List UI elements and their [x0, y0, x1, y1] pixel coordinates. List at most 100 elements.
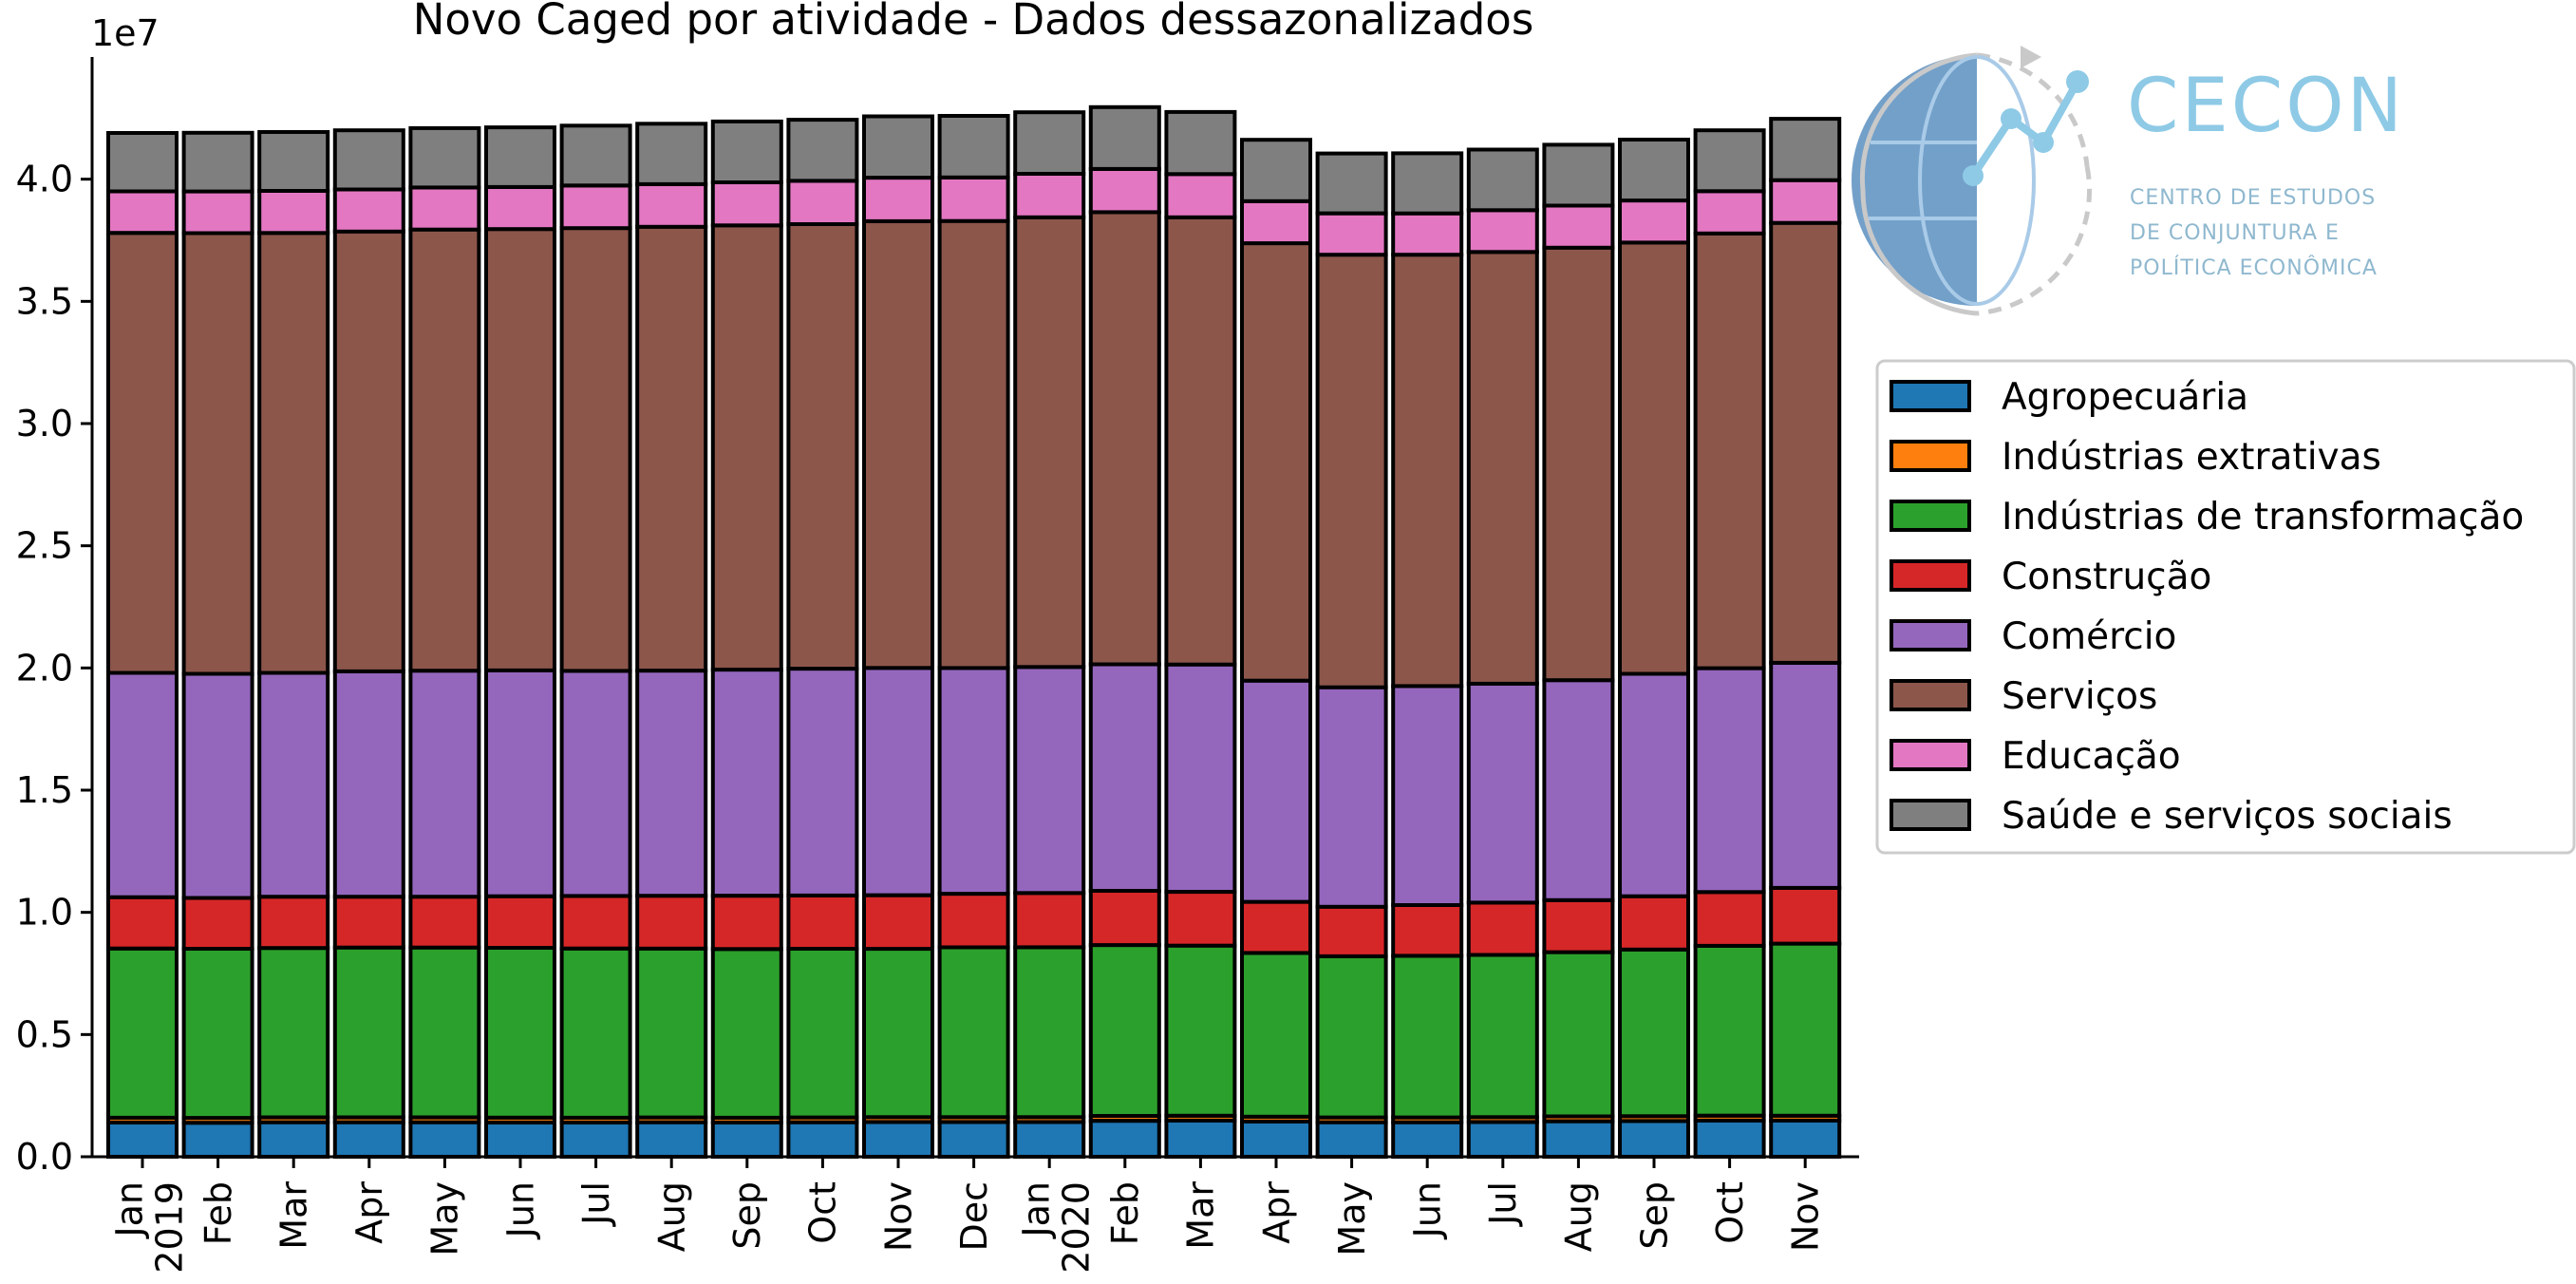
- bar-segment-2019-09-s7: [710, 119, 783, 184]
- legend-label: Educação: [2002, 735, 2181, 778]
- bar-segment-2019-08-s4: [635, 669, 708, 898]
- bar-segment-2019-04-s7: [332, 128, 405, 192]
- bar-segment-2019-11-s6: [862, 176, 934, 223]
- legend-swatch: [1890, 440, 1971, 472]
- bar-segment-2019-01-s5: [106, 231, 179, 675]
- bar-segment-2020-02-s4: [1088, 662, 1161, 893]
- bar-segment-2019-04-s0: [332, 1120, 405, 1159]
- bar-segment-2019-06-s0: [484, 1121, 556, 1159]
- bar-segment-2019-04-s3: [332, 895, 405, 950]
- logo-subtitle-line-2: DE CONJUNTURA E: [2130, 221, 2340, 245]
- bar-segment-2019-03-s5: [257, 231, 330, 675]
- y-tick-label: 2.0: [16, 647, 73, 689]
- bar-segment-2020-04-s0: [1240, 1119, 1312, 1160]
- bar-segment-2020-01-s5: [1013, 215, 1086, 670]
- bar-segment-2019-06-s5: [484, 227, 556, 672]
- x-tick-label-month: Jan: [108, 1181, 150, 1239]
- bar-segment-2019-07-s2: [559, 946, 632, 1120]
- globe-icon: [1852, 46, 2092, 316]
- bar-segment-2019-10-s2: [786, 947, 859, 1120]
- x-tick-label-month: Feb: [1104, 1181, 1146, 1245]
- bar-segment-2020-05-s3: [1315, 904, 1388, 958]
- bar-segment-2020-07-s2: [1466, 953, 1539, 1120]
- bar-segment-2020-11-s5: [1769, 220, 1842, 665]
- bar-segment-2019-01-s3: [106, 895, 179, 951]
- y-tick-label: 1.5: [16, 769, 73, 811]
- legend-label: Serviços: [2002, 675, 2157, 718]
- bar-segment-2020-06-s4: [1391, 684, 1464, 908]
- bar-segment-2019-06-s2: [484, 946, 556, 1120]
- bar-segment-2019-05-s4: [408, 669, 481, 899]
- bar-segment-2020-09-s2: [1618, 947, 1690, 1119]
- legend-label: Indústrias extrativas: [2002, 436, 2381, 479]
- bar-segment-2019-12-s3: [937, 892, 1010, 950]
- x-tick-label-month: Mar: [273, 1181, 315, 1250]
- bar-segment-2020-03-s4: [1164, 662, 1237, 895]
- bar-segment-2019-03-s0: [257, 1120, 330, 1159]
- chart-title: Novo Caged por atividade - Dados dessazo…: [413, 0, 1534, 45]
- bar-segment-2020-01-s2: [1013, 945, 1086, 1120]
- bar-segment-2020-08-s6: [1542, 203, 1615, 250]
- bar-segment-2020-03-s5: [1164, 215, 1237, 667]
- bar-segment-2019-01-s0: [106, 1121, 179, 1159]
- bar-segment-2020-05-s2: [1315, 954, 1388, 1120]
- x-tick-label-month: Jan: [1016, 1181, 1058, 1239]
- bar-segment-2019-03-s2: [257, 946, 330, 1120]
- bar-segment-2019-02-s7: [181, 130, 254, 194]
- bar-segment-2019-08-s3: [635, 894, 708, 951]
- bar-segment-2019-09-s2: [710, 947, 783, 1120]
- bar-segment-2019-02-s5: [181, 231, 254, 676]
- bar-segment-2019-10-s6: [786, 179, 859, 226]
- bar-segment-2019-12-s4: [937, 666, 1010, 897]
- bar-segment-2020-08-s5: [1542, 245, 1615, 683]
- legend-swatch: [1890, 799, 1971, 831]
- bar-segment-2019-05-s5: [408, 227, 481, 673]
- bar-segment-2019-06-s4: [484, 668, 556, 898]
- bar-segment-2019-01-s6: [106, 189, 179, 236]
- bar-segment-2019-11-s4: [862, 666, 934, 897]
- bar-segment-2019-04-s6: [332, 187, 405, 234]
- bar-segment-2019-11-s3: [862, 893, 934, 952]
- bar-segment-2020-06-s6: [1391, 211, 1464, 257]
- bar-segment-2019-08-s0: [635, 1120, 708, 1159]
- bar-segment-2020-03-s7: [1164, 109, 1237, 177]
- bar-segment-2019-02-s6: [181, 189, 254, 236]
- bar-segment-2019-10-s7: [786, 118, 859, 183]
- bar-segment-2019-07-s6: [559, 183, 632, 231]
- bar-segment-2019-11-s7: [862, 114, 934, 180]
- bar-segment-2019-09-s0: [710, 1121, 783, 1159]
- bar-segment-2020-04-s5: [1240, 241, 1312, 683]
- x-tick-label-month: Mar: [1180, 1181, 1222, 1250]
- bar-segment-2019-02-s0: [181, 1121, 254, 1159]
- bar-segment-2019-04-s4: [332, 669, 405, 899]
- bar-segment-2020-10-s2: [1693, 943, 1766, 1118]
- bar-segment-2019-01-s2: [106, 946, 179, 1120]
- legend-swatch: [1890, 559, 1971, 592]
- legend-label: Indústrias de transformação: [2002, 496, 2524, 538]
- bar-segment-2019-12-s2: [937, 945, 1010, 1120]
- y-tick-label: 3.5: [16, 280, 73, 322]
- bar-segment-2020-01-s3: [1013, 891, 1086, 950]
- bar-segment-2020-04-s2: [1240, 951, 1312, 1119]
- bar-segment-2019-09-s4: [710, 668, 783, 898]
- bar-segment-2019-07-s3: [559, 894, 632, 951]
- logo-title: CECON: [2127, 64, 2405, 149]
- x-tick-label-month: Feb: [197, 1181, 239, 1245]
- legend-label: Agropecuária: [2002, 376, 2248, 419]
- bar-segment-2020-06-s0: [1391, 1120, 1464, 1159]
- bar-segment-2019-07-s0: [559, 1121, 632, 1159]
- logo-subtitle-line-1: CENTRO DE ESTUDOS: [2130, 186, 2376, 210]
- legend-swatch: [1890, 679, 1971, 711]
- y-tick-label: 0.5: [16, 1013, 73, 1055]
- bar-segment-2020-07-s3: [1466, 900, 1539, 957]
- bar-segment-2019-05-s2: [408, 945, 481, 1120]
- bar-segment-2020-01-s6: [1013, 172, 1086, 219]
- bar-segment-2020-05-s0: [1315, 1120, 1388, 1159]
- bar-segment-2020-10-s3: [1693, 890, 1766, 948]
- bar-segment-2020-03-s0: [1164, 1118, 1237, 1160]
- x-tick-label-year: 2019: [148, 1181, 190, 1274]
- bar-segment-2020-07-s7: [1466, 147, 1539, 213]
- bar-segment-2020-11-s3: [1769, 885, 1842, 946]
- bar-segment-2020-10-s7: [1693, 128, 1766, 194]
